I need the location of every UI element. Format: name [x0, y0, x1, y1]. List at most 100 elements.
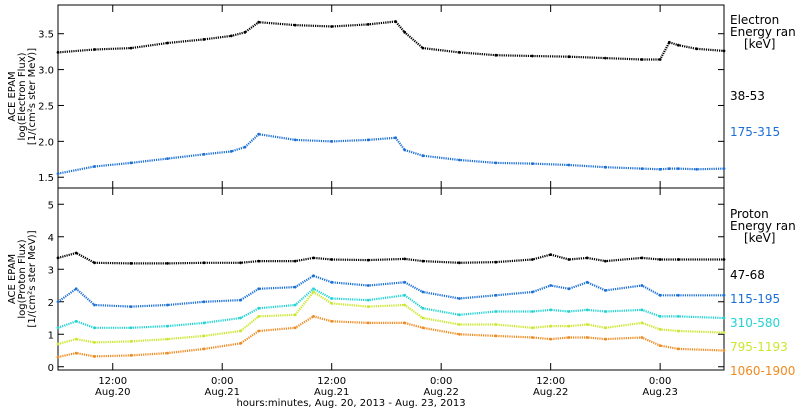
series-47-68-point	[74, 251, 78, 255]
series-1060-1900-point	[257, 329, 261, 333]
electron-legend-title-1: Electron	[730, 13, 780, 27]
electron-ytick-label: 3.5	[38, 30, 54, 41]
electron-ytick-label: 3.0	[38, 66, 54, 77]
series-47-68-point	[531, 258, 534, 261]
series-1060-1900-point	[293, 326, 297, 330]
series-175-315-point	[667, 167, 671, 171]
series-115-195-point	[239, 298, 242, 302]
series-175-315-point	[56, 172, 60, 176]
series-1060-1900-point	[494, 334, 498, 338]
electron-legend-unit: [keV]	[744, 37, 776, 51]
series-115-195-point	[604, 289, 607, 292]
series-175-315-point	[722, 167, 726, 171]
series-47-68-point	[604, 259, 607, 263]
series-115-195-point	[677, 293, 680, 297]
series-795-1193-point	[202, 334, 206, 338]
series-47-68-point	[494, 260, 498, 264]
series-115-195-point	[293, 285, 297, 289]
electron-ylabel-line: ACE EPAM	[7, 71, 18, 121]
series-175-315-point	[640, 167, 644, 171]
series-38-53-point	[677, 43, 680, 47]
series-795-1193-point	[549, 324, 553, 328]
series-47-68-point	[640, 256, 644, 260]
series-310-580-point	[722, 316, 726, 320]
series-115-195-point	[722, 293, 726, 297]
proton-ytick-label: 2	[48, 298, 54, 309]
series-47-68-point	[93, 261, 96, 265]
legend-entry-47-68: 47-68	[730, 268, 765, 282]
series-1060-1900-point	[585, 336, 589, 339]
series-47-68-point	[677, 258, 680, 261]
series-175-315-point	[567, 163, 571, 167]
series-38-53-point	[722, 49, 726, 53]
series-1060-1900-point	[129, 354, 133, 357]
series-47-68-point	[458, 261, 461, 265]
series-795-1193-point	[458, 323, 461, 326]
series-38-53-point	[458, 51, 461, 54]
legend-entry-38-53: 38-53	[730, 89, 765, 103]
series-795-1193-point	[658, 328, 662, 331]
series-1060-1900-point	[366, 321, 370, 325]
series-795-1193-point	[366, 305, 370, 308]
series-47-68-point	[330, 258, 334, 261]
series-1060-1900-point	[239, 342, 242, 345]
series-115-195-point	[93, 303, 96, 307]
proton-legend-title-1: Proton	[730, 207, 769, 221]
series-175-315-point	[257, 132, 261, 136]
series-47-68-point	[403, 257, 407, 261]
series-47-68-point	[722, 258, 726, 261]
series-795-1193-point	[312, 290, 315, 294]
series-1060-1900-point	[640, 336, 644, 339]
series-310-580-point	[202, 321, 206, 325]
series-1060-1900-trace	[57, 315, 725, 359]
series-1060-1900-point	[421, 326, 425, 330]
xtick-date-label: Aug.22	[533, 387, 568, 398]
series-310-580-point	[494, 310, 498, 313]
series-38-53-point	[604, 56, 607, 60]
series-38-53-point	[531, 54, 534, 58]
series-175-315-point	[658, 167, 662, 171]
series-310-580-point	[640, 308, 644, 312]
proton-ytick-label: 5	[48, 200, 54, 211]
legend-entry-310-580: 310-580	[730, 316, 781, 330]
series-115-195-point	[458, 297, 461, 300]
series-795-1193-point	[330, 302, 334, 305]
series-795-1193-point	[239, 329, 242, 333]
series-47-68-point	[239, 261, 242, 265]
series-47-68-point	[166, 262, 169, 265]
series-175-315-point	[93, 165, 96, 168]
series-115-195-point	[202, 300, 206, 304]
series-175-315-point	[243, 145, 247, 149]
series-38-53-point	[640, 58, 644, 61]
series-38-53-point	[421, 46, 425, 50]
legend-entry-115-195: 115-195	[730, 292, 781, 306]
series-1060-1900-point	[658, 344, 662, 347]
series-38-53-point	[695, 47, 698, 51]
series-795-1193-point	[722, 331, 726, 334]
series-175-315-trace	[57, 133, 725, 175]
xtick-date-label: Aug.23	[642, 387, 677, 398]
xtick-time-label: 0:00	[211, 376, 233, 387]
series-115-195-point	[56, 300, 60, 304]
series-310-580-point	[549, 308, 553, 312]
series-795-1193-point	[677, 329, 680, 333]
series-310-580-point	[585, 308, 589, 312]
series-175-315-point	[531, 162, 534, 166]
series-1060-1900-point	[74, 351, 78, 355]
series-310-580-point	[677, 315, 680, 318]
series-115-195-point	[74, 287, 78, 291]
series-47-68-point	[202, 261, 206, 265]
series-1060-1900-point	[567, 336, 571, 339]
series-310-580-point	[129, 326, 133, 330]
electron-legend-title-2: Energy ran	[730, 25, 796, 39]
series-115-195-point	[257, 287, 261, 291]
series-1060-1900-point	[330, 319, 334, 323]
series-115-195-point	[549, 284, 553, 287]
series-115-195-point	[403, 280, 407, 284]
proton-ylabel-line: ACE EPAM	[7, 254, 18, 304]
series-795-1193-point	[257, 315, 261, 318]
series-47-68-point	[312, 256, 315, 260]
series-1060-1900-point	[604, 337, 607, 341]
series-115-195-point	[658, 293, 662, 297]
series-795-1193-point	[403, 303, 407, 307]
